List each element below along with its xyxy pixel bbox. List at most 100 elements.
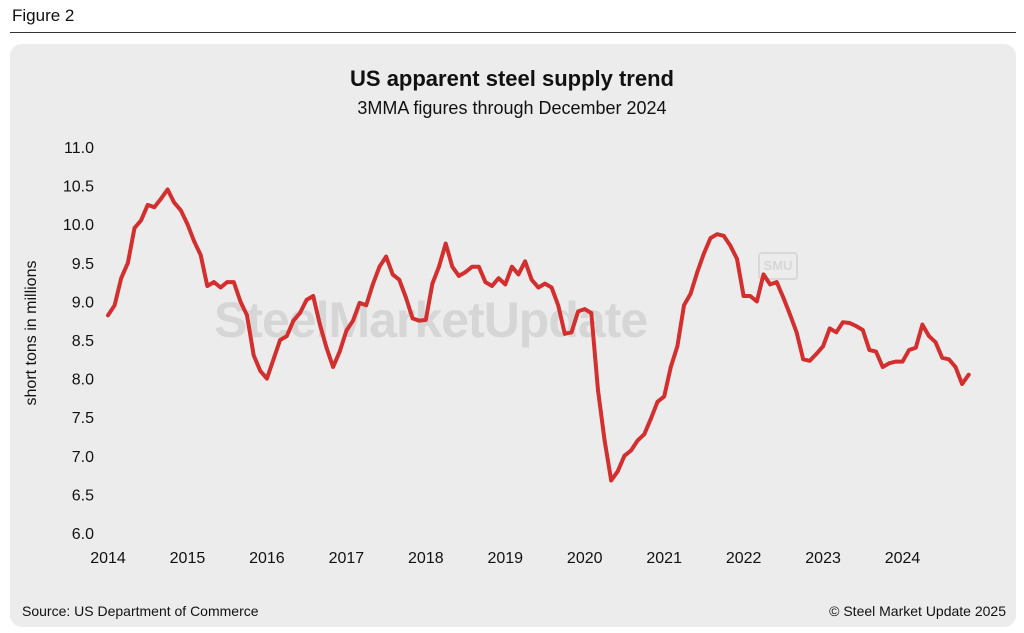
data-point	[536, 285, 541, 290]
figure-divider	[10, 32, 1016, 33]
data-point	[251, 353, 256, 358]
data-point	[794, 330, 799, 335]
y-axis-ticks: 6.0 6.5 7.0 7.5 8.0 8.5 9.0 9.5 10.0 10.5 11.0	[63, 140, 94, 543]
x-axis-ticks: 2014 2015 2016 2017 2018 2019 2020 2021 2022 2023…	[90, 550, 920, 567]
y-tick-label: 9.0	[72, 294, 94, 311]
data-point	[238, 299, 243, 304]
data-point	[821, 344, 825, 349]
data-point	[576, 309, 580, 314]
y-tick-label: 10.0	[63, 217, 94, 234]
data-point	[145, 203, 150, 207]
data-point	[159, 196, 163, 201]
data-point	[218, 285, 223, 290]
data-point	[483, 280, 488, 284]
data-point	[351, 318, 355, 323]
data-point	[556, 303, 560, 308]
data-point	[417, 318, 422, 323]
data-point	[152, 205, 157, 209]
data-point	[755, 299, 759, 304]
data-point	[245, 313, 249, 318]
data-point	[549, 285, 554, 290]
data-point	[278, 338, 282, 342]
data-point	[596, 388, 600, 393]
x-tick-label: 2023	[805, 550, 841, 567]
data-point	[920, 322, 925, 327]
data-point	[185, 222, 190, 226]
data-point	[602, 438, 607, 443]
data-point	[331, 365, 335, 369]
data-point	[735, 257, 739, 261]
data-point	[635, 438, 640, 443]
data-point	[907, 348, 911, 352]
data-point	[695, 270, 700, 274]
data-point	[841, 320, 845, 325]
data-point	[655, 400, 660, 404]
data-point	[880, 365, 885, 369]
data-point	[616, 469, 620, 474]
data-point	[139, 218, 143, 223]
data-point	[390, 272, 395, 277]
data-point	[172, 200, 176, 205]
data-point	[165, 187, 170, 192]
data-point	[768, 282, 772, 287]
data-point	[569, 330, 574, 335]
x-tick-label: 2017	[329, 550, 365, 567]
data-point	[344, 328, 349, 333]
data-point	[225, 280, 229, 284]
data-point	[311, 294, 316, 298]
data-point	[212, 280, 216, 284]
data-point	[867, 348, 872, 352]
y-tick-label: 8.5	[72, 333, 94, 350]
data-point	[940, 356, 944, 360]
data-point	[490, 284, 494, 288]
data-point	[675, 344, 680, 349]
data-point	[788, 312, 792, 317]
data-point	[966, 372, 971, 377]
data-point	[192, 239, 196, 243]
data-point	[900, 359, 905, 364]
data-point	[649, 416, 653, 421]
data-point	[470, 264, 475, 269]
data-point	[463, 270, 468, 274]
data-point	[457, 274, 461, 278]
data-point	[443, 241, 448, 246]
data-point	[404, 295, 408, 300]
data-point	[430, 281, 435, 286]
y-tick-label: 8.0	[72, 372, 94, 389]
data-point	[364, 303, 369, 308]
x-tick-label: 2014	[90, 550, 126, 567]
data-point	[774, 280, 779, 284]
x-tick-label: 2018	[408, 550, 444, 567]
x-tick-label: 2021	[646, 550, 682, 567]
data-point	[894, 359, 898, 364]
data-point	[291, 318, 296, 323]
data-point	[682, 303, 686, 308]
data-point	[688, 291, 693, 296]
y-tick-label: 7.0	[72, 449, 94, 466]
data-point	[450, 264, 455, 269]
data-point	[357, 301, 362, 305]
data-point	[721, 234, 726, 238]
data-point	[179, 208, 183, 213]
data-point	[516, 272, 521, 277]
data-point	[265, 376, 269, 381]
data-point	[702, 251, 706, 256]
data-point	[198, 253, 203, 257]
x-tick-label: 2022	[726, 550, 762, 567]
data-point	[827, 326, 832, 331]
data-point	[960, 382, 964, 386]
series-layer	[106, 187, 971, 483]
data-point	[437, 264, 441, 269]
data-point	[728, 244, 733, 248]
data-point	[589, 311, 594, 315]
data-point	[298, 311, 302, 315]
x-tick-label: 2019	[487, 550, 523, 567]
data-point	[112, 303, 117, 308]
data-point	[814, 352, 819, 356]
data-point	[669, 365, 673, 369]
data-point	[119, 276, 123, 281]
data-point	[106, 313, 110, 318]
data-point	[324, 345, 329, 350]
data-point	[708, 236, 713, 240]
data-point	[801, 357, 805, 362]
